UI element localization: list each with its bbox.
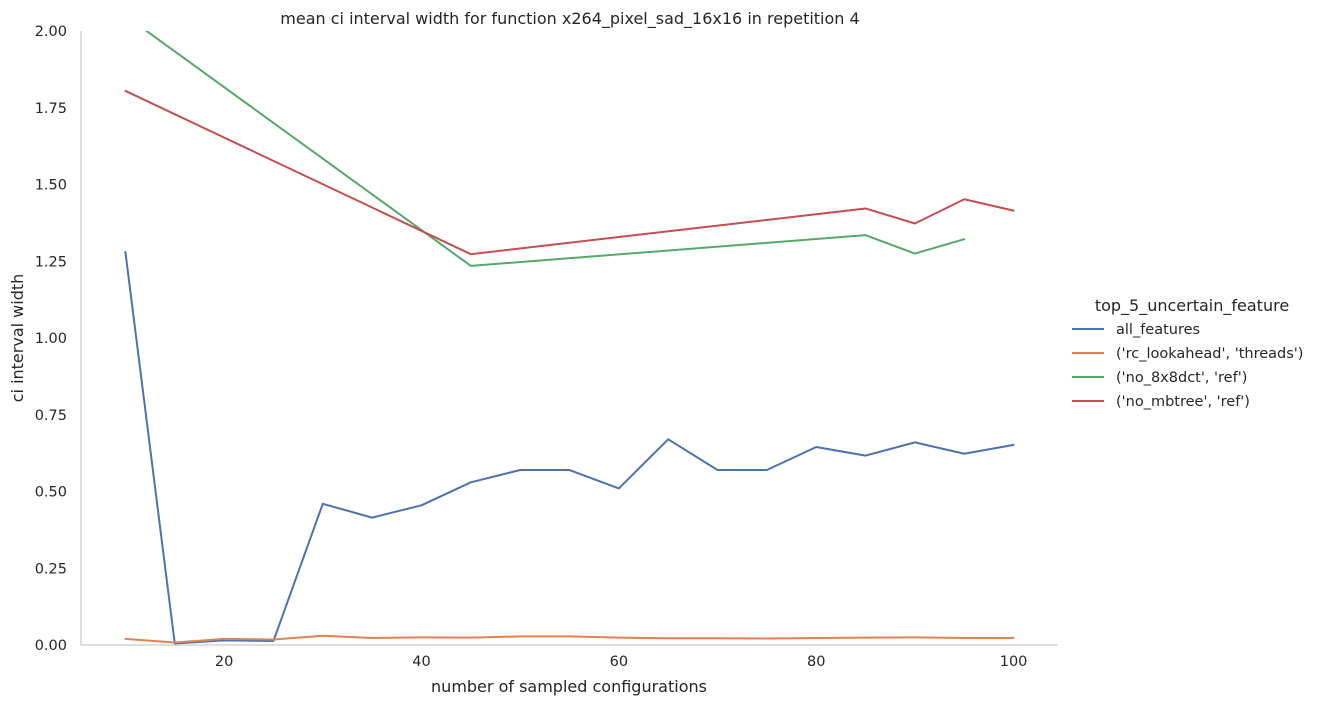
y-axis-ticks: 0.00 0.25 0.50 0.75 1.00 1.25 1.50 1.75 2.00	[35, 24, 67, 654]
chart-title: mean ci interval width for function x264…	[280, 9, 859, 29]
legend-label: all_features	[1116, 322, 1200, 338]
series-lines	[124, 31, 1015, 645]
y-tick-label: 1.00	[35, 331, 67, 347]
series-line-2	[144, 31, 966, 267]
y-tick-label: 0.00	[35, 638, 67, 654]
y-tick-label: 0.75	[35, 408, 67, 424]
y-tick-label: 0.50	[35, 485, 67, 501]
legend: top_5_uncertain_feature all_features ('rc…	[1072, 296, 1303, 410]
x-tick-label: 80	[807, 654, 825, 670]
legend-label: ('rc_lookahead', 'threads')	[1116, 346, 1303, 362]
x-axis-ticks: 20 40 60 80 100	[215, 654, 1028, 670]
x-tick-label: 20	[215, 654, 233, 670]
series-line-3	[124, 89, 1015, 256]
y-axis-label: ci interval width	[8, 274, 27, 403]
y-tick-label: 1.75	[35, 101, 67, 117]
y-tick-label: 0.25	[35, 561, 67, 577]
series-line-1	[124, 634, 1015, 644]
y-tick-label: 2.00	[35, 24, 67, 40]
legend-label: ('no_8x8dct', 'ref')	[1116, 370, 1247, 386]
x-tick-label: 100	[1000, 654, 1028, 670]
x-tick-label: 60	[610, 654, 628, 670]
legend-label: ('no_mbtree', 'ref')	[1116, 394, 1250, 410]
y-tick-label: 1.25	[35, 254, 67, 270]
legend-title: top_5_uncertain_feature	[1095, 296, 1289, 316]
series-line-0	[124, 251, 1015, 645]
x-tick-label: 40	[412, 654, 430, 670]
y-tick-label: 1.50	[35, 178, 67, 194]
x-axis-label: number of sampled configurations	[431, 677, 707, 696]
